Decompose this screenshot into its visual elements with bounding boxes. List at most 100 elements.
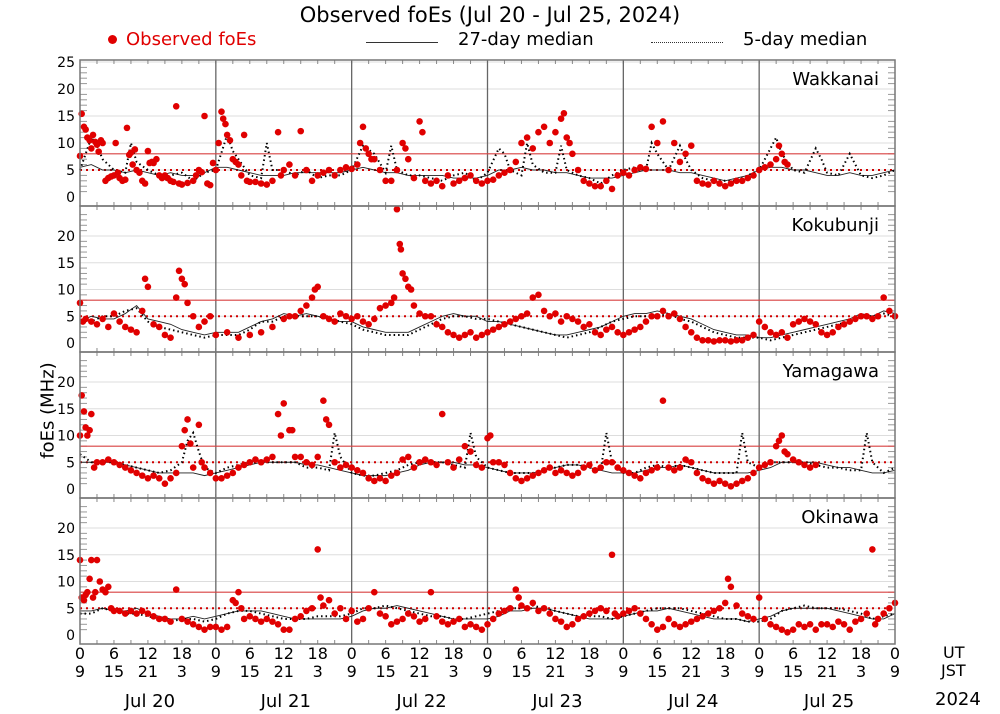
observed-point — [767, 329, 774, 336]
panel-wakkanai: 0 5 10 15 20 25 Wakkanai — [57, 55, 896, 207]
observed-point — [489, 615, 497, 623]
observed-point — [523, 310, 531, 317]
observed-point — [246, 458, 254, 466]
observed-point — [206, 312, 214, 320]
observed-point — [546, 610, 554, 617]
observed-point — [421, 312, 429, 320]
observed-point — [704, 610, 712, 617]
observed-point — [495, 610, 503, 617]
x-tick-label-jst: 9 — [482, 662, 492, 681]
observed-point — [880, 610, 887, 617]
y-tick-label: 10 — [57, 283, 75, 299]
observed-point — [263, 181, 271, 188]
observed-point — [801, 315, 808, 323]
observed-point — [775, 142, 783, 149]
observed-point — [181, 426, 189, 434]
observed-point — [540, 466, 548, 474]
x-tick-label-ut: 18 — [443, 644, 463, 663]
x-tick-label-jst: 15 — [104, 662, 124, 681]
observed-point — [676, 158, 684, 166]
observed-point — [478, 180, 486, 187]
observed-point — [138, 307, 146, 315]
observed-point — [365, 150, 372, 158]
observed-point — [359, 123, 367, 131]
observed-point — [331, 172, 338, 179]
observed-point — [823, 331, 831, 339]
observed-point — [382, 302, 389, 309]
observed-point — [693, 334, 701, 341]
observed-point — [288, 426, 296, 434]
observed-point — [86, 426, 93, 434]
observed-point — [506, 604, 514, 612]
observed-point — [365, 604, 372, 612]
observed-point — [461, 174, 469, 182]
x-tick-label-ut: 12 — [138, 644, 158, 663]
observed-point — [88, 556, 95, 564]
observed-point — [121, 176, 129, 184]
observed-point — [438, 323, 446, 331]
observed-point — [390, 294, 398, 301]
x-tick-label-jst: 15 — [783, 662, 803, 681]
observed-point — [518, 602, 525, 609]
observed-point — [325, 166, 333, 174]
observed-point — [416, 458, 423, 466]
x-tick-label-ut: 18 — [172, 644, 192, 663]
observed-point — [88, 410, 95, 418]
observed-point — [750, 331, 757, 339]
observed-point — [218, 626, 225, 633]
observed-point — [767, 621, 774, 628]
observed-point — [189, 312, 197, 320]
observed-point — [286, 161, 293, 168]
observed-point — [82, 315, 89, 323]
observed-point — [317, 594, 324, 601]
observed-point — [744, 612, 752, 620]
observed-point — [591, 329, 599, 336]
observed-point — [761, 164, 769, 171]
y-tick-label: 15 — [57, 548, 75, 564]
observed-point — [852, 618, 859, 625]
day-label: Jul 20 — [124, 691, 175, 712]
observed-point — [625, 607, 633, 615]
observed-point — [710, 480, 718, 487]
observed-point — [155, 475, 163, 482]
observed-point — [371, 588, 378, 596]
observed-point — [99, 458, 106, 466]
observed-point — [744, 334, 752, 341]
observed-point — [88, 145, 95, 152]
observed-point — [687, 458, 695, 466]
observed-point — [257, 458, 265, 466]
observed-point — [846, 318, 854, 325]
observed-point — [337, 310, 344, 317]
observed-point — [121, 323, 129, 331]
observed-point — [603, 458, 610, 466]
observed-point — [795, 318, 803, 325]
observed-point — [167, 475, 174, 482]
observed-point — [597, 604, 604, 612]
observed-point — [133, 469, 140, 477]
observed-point — [869, 315, 876, 323]
observed-point — [99, 315, 106, 323]
observed-point — [80, 408, 88, 415]
observed-point — [767, 458, 774, 466]
observed-point — [569, 472, 576, 479]
observed-point — [371, 477, 378, 485]
observed-point — [393, 205, 401, 213]
observed-point — [704, 337, 712, 344]
observed-point — [603, 177, 610, 185]
observed-point — [704, 181, 712, 188]
observed-point — [212, 475, 220, 482]
observed-point — [467, 448, 474, 455]
observed-point — [277, 432, 285, 439]
y-tick-label: 10 — [57, 575, 75, 591]
observed-point — [308, 604, 316, 612]
observed-point — [86, 575, 93, 583]
observed-point — [597, 331, 604, 339]
observed-point — [274, 621, 282, 628]
x-tick-label-jst: 9 — [75, 662, 85, 681]
observed-point — [410, 612, 418, 620]
observed-point — [184, 618, 191, 625]
observed-point — [393, 469, 401, 477]
observed-point — [322, 416, 330, 423]
observed-point — [676, 623, 684, 631]
y-tick-label: 15 — [57, 256, 75, 272]
